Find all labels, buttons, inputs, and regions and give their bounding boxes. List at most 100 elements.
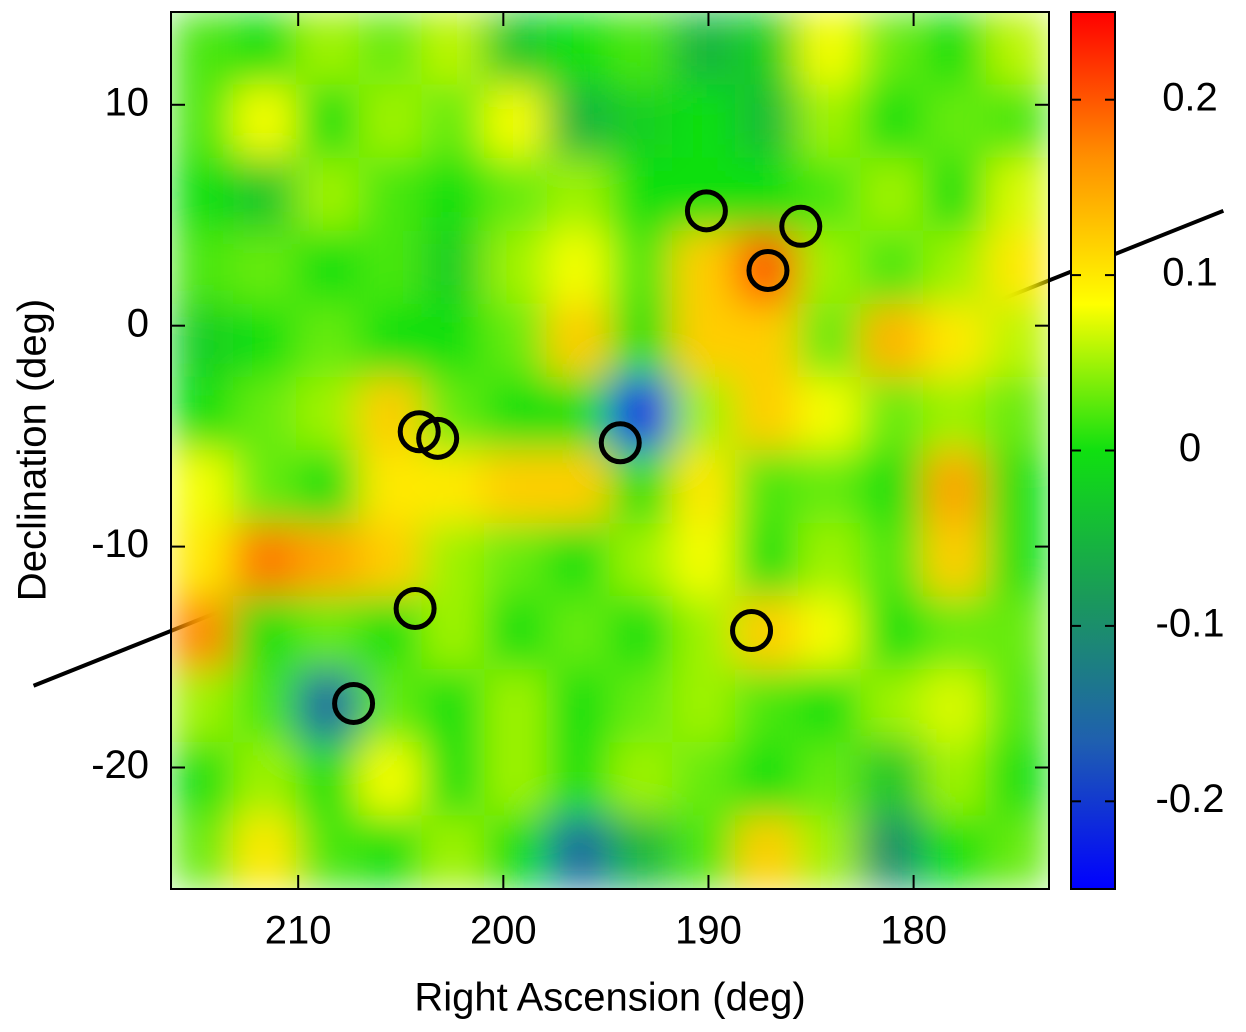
heat-cell [546,157,611,232]
heat-cell [797,450,862,525]
heat-cell [923,230,987,305]
heat-cell [171,12,235,86]
heat-cell [295,303,360,378]
heat-cell [171,523,235,598]
heat-cell [421,376,486,451]
heat-cell [734,523,799,598]
x-tick-label: 180 [880,909,947,953]
heat-cell [546,450,611,525]
heat-cell [421,230,486,305]
heat-cell [233,230,297,305]
y-tick-label: -10 [91,522,149,566]
heat-cell [609,12,674,86]
heat-cell [609,523,674,598]
heat-cell [233,376,297,451]
heat-cell [484,669,548,744]
heat-cell [295,376,360,451]
heat-cell [171,669,235,744]
heat-cell [358,12,423,86]
heat-cell [734,303,799,378]
heat-cell [484,742,548,817]
heat-cell [797,84,862,159]
heat-cell [295,742,360,817]
plot-area [171,12,1049,889]
heat-cell [985,376,1049,451]
heat-cell [609,815,674,889]
heat-cell [484,84,548,159]
heat-cell [609,596,674,671]
heat-cell [609,669,674,744]
heat-cell [672,815,736,889]
heat-cell [171,450,235,525]
y-axis-label: Declination (deg) [11,299,55,601]
heat-cell [484,12,548,86]
heat-cell [985,157,1049,232]
heat-cell [421,450,486,525]
heat-cell [358,84,423,159]
heat-cell [295,157,360,232]
heat-cell [672,230,736,305]
heat-cell [421,523,486,598]
heat-cell [985,303,1049,378]
source-circle [684,189,728,233]
heat-cell [233,84,297,159]
heat-cell [295,12,360,86]
heat-cell [546,12,611,86]
x-tick-label: 190 [675,909,742,953]
heat-cell [923,303,987,378]
heat-cell [609,230,674,305]
heat-cell [295,596,360,671]
heat-cell [171,376,235,451]
heat-cell [734,12,799,86]
heat-cell [860,669,925,744]
source-circle [730,609,774,653]
heat-cell [295,815,360,889]
heat-cell [358,450,423,525]
x-tick-label: 200 [470,909,537,953]
heat-cell [734,157,799,232]
heat-cell [421,84,486,159]
heat-cell [672,742,736,817]
heat-cell [797,157,862,232]
heat-cell [860,157,925,232]
colorbar-tick-label: 0 [1179,426,1201,470]
heat-cell [484,596,548,671]
heat-cell [860,230,925,305]
heat-cell [672,450,736,525]
heat-cell [734,450,799,525]
heat-cell [923,669,987,744]
heat-cell [295,523,360,598]
heat-cell [171,84,235,159]
heat-cell [546,230,611,305]
heat-cell [171,303,235,378]
heat-cell [923,376,987,451]
heat-cell [797,12,862,86]
heat-cell [797,523,862,598]
heat-cell [860,84,925,159]
colorbar-tick-label: 0.1 [1162,251,1218,295]
heatmap [171,12,1049,889]
heat-cell [358,815,423,889]
heat-cell [546,669,611,744]
heat-cell [672,303,736,378]
heat-cell [484,815,548,889]
heat-cell [734,376,799,451]
heat-cell [171,230,235,305]
source-circle [779,204,823,248]
heat-cell [609,84,674,159]
heat-cell [421,157,486,232]
heat-cell [171,157,235,232]
heat-cell [609,742,674,817]
heat-cell [233,596,297,671]
heat-cell [734,596,799,671]
heat-cell [358,669,423,744]
heat-cell [421,12,486,86]
heat-cell [233,523,297,598]
heat-cell [546,84,611,159]
heat-cell [171,742,235,817]
heat-cell [672,12,736,86]
heat-cell [484,523,548,598]
colorbar-tick-label: -0.1 [1156,601,1225,645]
colorbar-tick-label: -0.2 [1156,777,1225,821]
heat-cell [233,12,297,86]
